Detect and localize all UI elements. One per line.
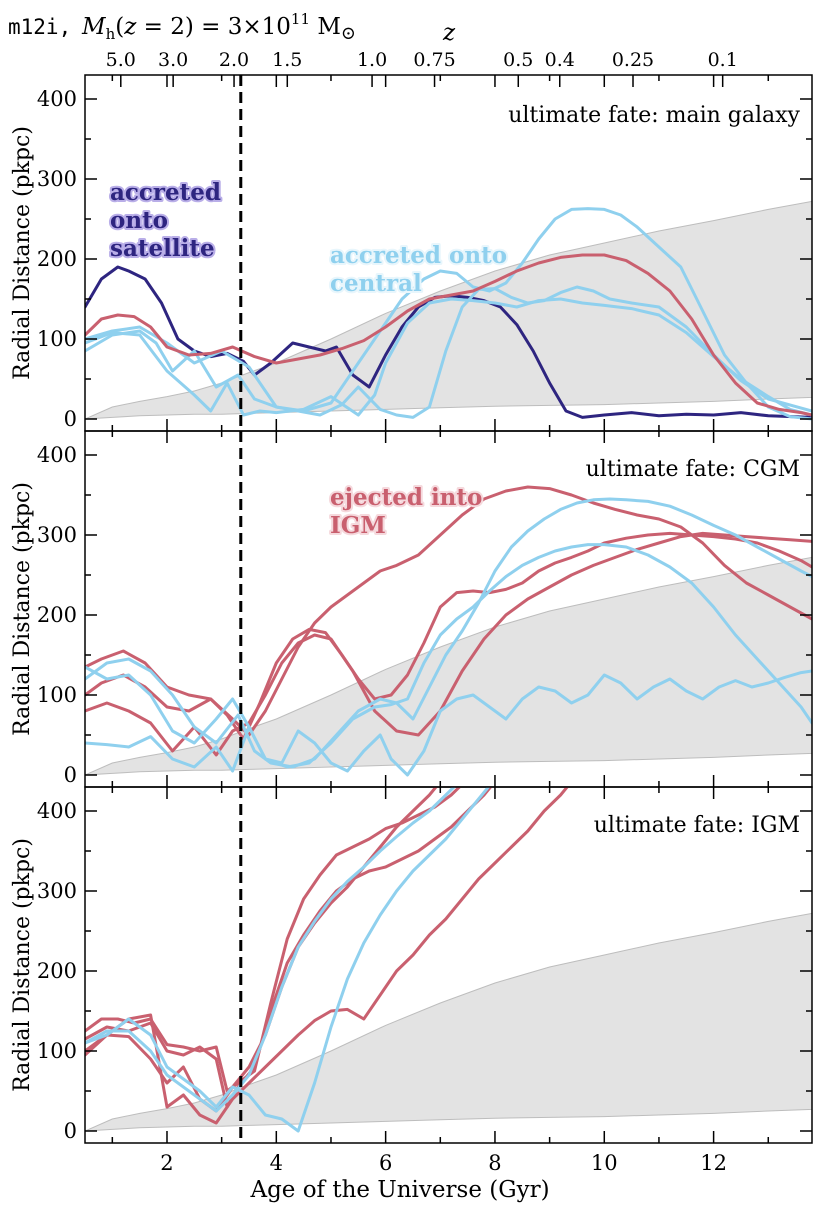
series-line-central-2 <box>85 297 812 417</box>
y-tick-label: 300 <box>37 167 77 191</box>
y-tick-label: 200 <box>37 247 77 271</box>
figure-title: Mh(z = 2) = 3×1011 M⊙ <box>81 10 356 44</box>
panel-title-middle: ultimate fate: CGM <box>586 457 800 482</box>
y-axis-label: Radial Distance (pkpc) <box>10 482 35 736</box>
annotation-satellite: accreted <box>110 179 221 206</box>
y-tick-label: 200 <box>37 603 77 627</box>
y-axis-label: Radial Distance (pkpc) <box>10 126 35 380</box>
series-line-igm-central-1 <box>85 787 491 1133</box>
z-tick-label: 3.0 <box>158 49 188 71</box>
panel-title-top: ultimate fate: main galaxy <box>508 103 800 128</box>
y-tick-label: 400 <box>37 443 77 467</box>
x-axis-label: Age of the Universe (Gyr) <box>249 1177 549 1203</box>
x-tick-label: 6 <box>379 1151 392 1175</box>
z-tick-label: 1.0 <box>357 49 387 71</box>
series-line-cgm-central-1 <box>85 497 812 769</box>
annotation-central: central <box>330 270 422 297</box>
y-tick-label: 300 <box>37 879 77 903</box>
series-line-igm-ejected-2 <box>85 787 493 1109</box>
z-tick-label: 1.5 <box>272 49 302 71</box>
x-tick-label: 8 <box>488 1151 501 1175</box>
z-tick-label: 0.25 <box>612 49 654 71</box>
annotation-central: accreted onto <box>330 242 507 269</box>
x-tick-label: 2 <box>160 1151 173 1175</box>
y-tick-label: 400 <box>37 87 77 111</box>
series-line-satellite-accreted <box>85 265 812 419</box>
series-line-cgm-central-3 <box>85 669 812 777</box>
top-redshift-axis: 5.0 3.0 2.0 1.5 1.0 0.75 0.5 0.4 0.25 0.1 <box>106 49 738 87</box>
y-tick-label: 0 <box>64 763 77 787</box>
z-tick-label: 0.4 <box>545 49 575 71</box>
annotation-satellite: satellite <box>110 235 215 262</box>
x-tick-label: 10 <box>591 1151 618 1175</box>
z-tick-label: 0.75 <box>413 49 455 71</box>
y-tick-label: 100 <box>37 327 77 351</box>
y-tick-label: 0 <box>64 407 77 431</box>
y-tick-label: 200 <box>37 959 77 983</box>
series-line-central-1 <box>85 207 812 421</box>
top-axis-label: z <box>442 20 456 46</box>
figure-title-prefix: m12i, <box>8 15 71 39</box>
x-tick-label: 4 <box>270 1151 283 1175</box>
y-axis-label: Radial Distance (pkpc) <box>10 838 35 1092</box>
halo-band <box>85 912 812 1132</box>
series-line-cgm-central-2 <box>85 543 812 769</box>
z-tick-label: 5.0 <box>106 49 136 71</box>
z-tick-label: 0.1 <box>708 49 738 71</box>
series-line-igm-ejected-3 <box>85 787 570 1125</box>
series-line-cgm-ejected-2 <box>85 531 812 741</box>
z-tick-label: 2.0 <box>219 49 249 71</box>
plot-area-bottom <box>85 787 812 1133</box>
plot-area-top <box>85 200 812 421</box>
z-tick-label: 0.5 <box>503 49 533 71</box>
y-tick-label: 100 <box>37 1039 77 1063</box>
y-tick-label: 0 <box>64 1119 77 1143</box>
annotation-ejected: ejected into <box>330 484 482 511</box>
y-tick-label: 100 <box>37 683 77 707</box>
panel-title-bottom: ultimate fate: IGM <box>594 813 800 838</box>
series-line-central-3 <box>85 285 812 419</box>
annotation-satellite: onto <box>110 207 168 234</box>
panel-frame <box>84 786 813 1144</box>
x-tick-label: 12 <box>700 1151 727 1175</box>
series-line-ejected-1 <box>85 253 812 417</box>
plot-area-middle <box>85 485 812 777</box>
y-tick-label: 300 <box>37 523 77 547</box>
annotation-ejected: IGM <box>330 512 386 539</box>
y-tick-label: 400 <box>37 799 77 823</box>
series-line-igm-central-2 <box>85 787 457 1113</box>
